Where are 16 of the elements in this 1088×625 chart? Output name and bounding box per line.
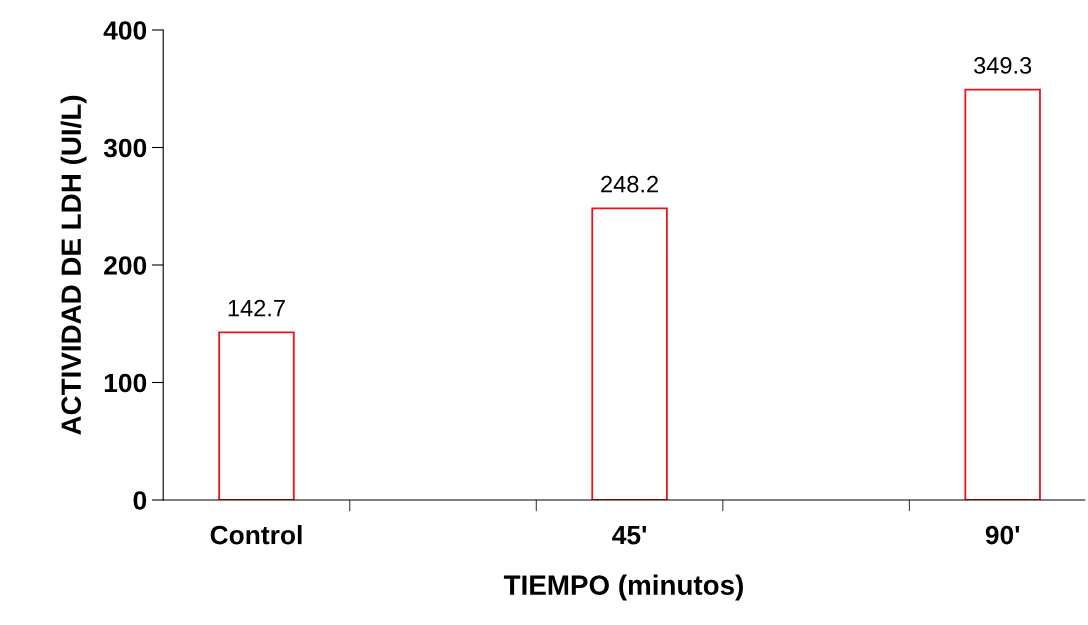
data-label: 142.7 bbox=[228, 299, 285, 317]
bar bbox=[591, 207, 668, 500]
y-tick-label: 100 bbox=[104, 373, 147, 393]
bar bbox=[218, 331, 295, 500]
x-tick-label: Control bbox=[210, 525, 302, 545]
bar bbox=[964, 88, 1041, 500]
y-axis-title: ACTIVIDAD DE LDH (UI/L) bbox=[60, 95, 87, 435]
x-tick-label: 90' bbox=[985, 525, 1020, 545]
x-tick-label: 45' bbox=[612, 525, 647, 545]
y-tick-label: 0 bbox=[133, 491, 147, 510]
data-label: 349.3 bbox=[974, 57, 1032, 74]
y-tick-label: 200 bbox=[104, 256, 147, 275]
data-label: 248.2 bbox=[601, 175, 658, 193]
y-tick-label: 300 bbox=[103, 138, 147, 158]
x-axis-title: TIEMPO (minutos) bbox=[503, 574, 743, 601]
y-tick-label: 400 bbox=[103, 21, 147, 40]
